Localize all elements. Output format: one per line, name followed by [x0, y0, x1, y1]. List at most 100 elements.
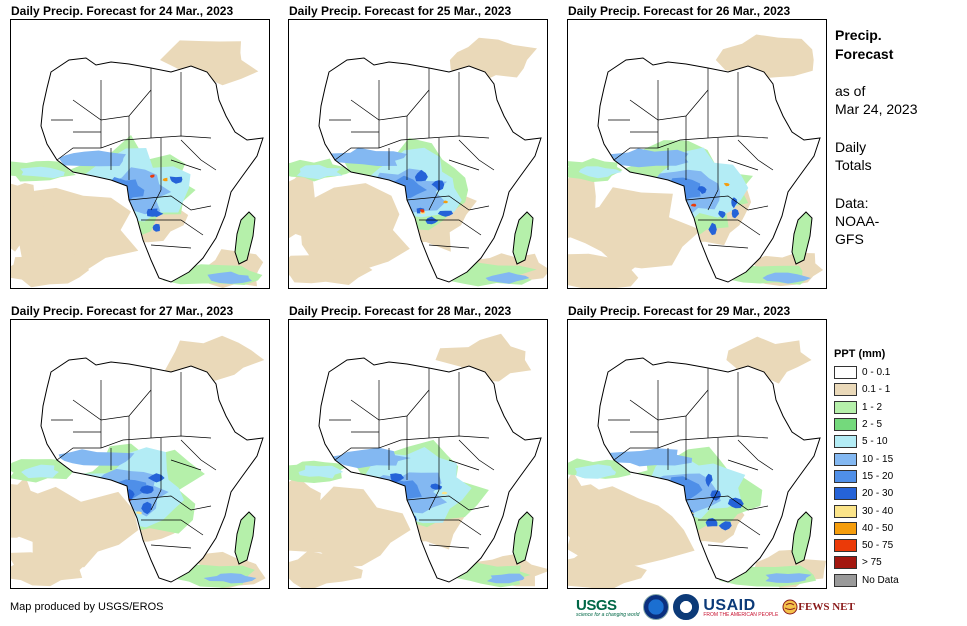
africa-map-svg	[568, 336, 826, 588]
dry-area-shape	[568, 172, 596, 238]
africa-coastline	[40, 57, 264, 283]
legend-swatch	[834, 452, 857, 466]
data-source-line: GFS	[835, 231, 864, 247]
madagascar-outline	[791, 511, 813, 565]
dry-area-shape	[11, 249, 90, 288]
precip-map	[567, 19, 827, 289]
dry-area-shape	[11, 183, 48, 252]
fews-net-logo: FEWS NET	[782, 599, 855, 615]
country-border	[458, 439, 495, 471]
dry-area-shape	[289, 478, 321, 552]
country-border	[707, 438, 719, 511]
west-africa-rain	[604, 448, 693, 467]
legend-label: No Data	[862, 574, 899, 586]
legend-swatch	[834, 469, 857, 483]
ppt-legend: PPT (mm) 0 - 0.1 0.1 - 1 1 - 2 2 - 5 5 - 10 1…	[834, 348, 954, 589]
as-of-label: as of	[835, 83, 866, 99]
rain-cell	[146, 208, 158, 217]
africa-coastline	[597, 357, 821, 583]
legend-item: 15 - 20	[834, 468, 954, 485]
intense-rain-cell	[114, 189, 120, 194]
country-border	[150, 438, 162, 511]
legend-item: 0.1 - 1	[834, 381, 954, 398]
country-border	[727, 159, 759, 171]
country-border	[458, 139, 495, 171]
country-border	[707, 244, 749, 249]
country-border	[428, 438, 440, 511]
legend-item: 0 - 0.1	[834, 364, 954, 381]
legend-item: 1 - 2	[834, 399, 954, 416]
legend-item: 40 - 50	[834, 520, 954, 537]
agency-logos: USGS science for a changing world USAID …	[576, 594, 855, 620]
legend-swatch	[834, 400, 857, 414]
south-ocean-rain-core	[486, 573, 525, 584]
fews-net-wordmark: FEWS NET	[798, 601, 855, 613]
map-panel-5: Daily Precip. Forecast for 28 Mar., 2023	[288, 303, 550, 589]
rain-cell	[414, 169, 428, 182]
country-border	[428, 544, 470, 549]
africa-coastline	[597, 57, 821, 283]
intense-rain-cell	[396, 492, 401, 496]
africa-coastline	[40, 357, 264, 583]
legend-swatch	[834, 366, 857, 380]
rain-cell	[731, 208, 740, 219]
intense-rain-cell	[671, 510, 676, 513]
west-africa-rain	[58, 449, 135, 466]
africa-coastline	[318, 357, 542, 583]
africa-map-svg	[11, 335, 266, 588]
dry-area-shape	[435, 333, 532, 382]
country-border	[72, 89, 152, 121]
rain-cell	[139, 485, 154, 494]
usaid-wordmark: USAID	[703, 596, 756, 614]
side-heading: Precip. Forecast	[835, 26, 960, 64]
panel-title: Daily Precip. Forecast for 29 Mar., 2023	[568, 304, 791, 318]
map-panel-1: Daily Precip. Forecast for 24 Mar., 2023	[10, 3, 272, 289]
africa-map-svg	[568, 34, 824, 288]
legend-label: 40 - 50	[862, 522, 894, 534]
south-ocean-rain-core	[207, 271, 252, 284]
country-border	[685, 495, 769, 511]
totals-label: Daily Totals	[835, 138, 960, 174]
noaa-seal-icon	[643, 594, 670, 620]
map-panel-6: Daily Precip. Forecast for 29 Mar., 2023	[567, 303, 829, 589]
africa-map-svg	[11, 40, 264, 288]
heading-line: Forecast	[835, 46, 894, 62]
legend-swatch	[834, 487, 857, 501]
country-border	[180, 139, 217, 171]
west-africa-rain	[322, 147, 407, 166]
rain-cell	[98, 187, 105, 197]
rain-cell	[727, 497, 744, 509]
country-border	[150, 138, 162, 211]
legend-item: 10 - 15	[834, 450, 954, 467]
intense-rain-cell	[723, 183, 730, 187]
country-border	[727, 459, 759, 471]
usgs-tagline: science for a changing world	[576, 611, 640, 618]
usaid-logo: USAID FROM THE AMERICAN PEOPLE	[703, 597, 778, 618]
country-border	[448, 459, 480, 471]
legend-label: 10 - 15	[862, 453, 894, 465]
rain-cell	[147, 473, 165, 483]
dry-area-shape	[289, 168, 320, 241]
legend-item: 5 - 10	[834, 433, 954, 450]
intense-rain-cell	[136, 511, 143, 515]
africa-map-svg	[289, 37, 547, 287]
africa-map-svg	[289, 333, 547, 588]
rain-cell	[705, 473, 713, 487]
country-border	[428, 138, 440, 211]
as-of-value: Mar 24, 2023	[835, 101, 918, 117]
rain-cell	[169, 176, 183, 184]
dry-area-shape	[160, 40, 259, 86]
rain-cell	[141, 501, 152, 515]
south-ocean-rain-core	[765, 573, 812, 583]
country-border	[128, 495, 212, 511]
south-ocean-rain-core	[203, 573, 257, 584]
legend-item: > 75	[834, 554, 954, 571]
precip-map	[288, 19, 548, 289]
country-border	[350, 389, 430, 421]
rain-cell	[390, 473, 405, 483]
precip-map	[567, 319, 827, 589]
intense-rain-cell	[150, 174, 155, 178]
map-panel-2: Daily Precip. Forecast for 25 Mar., 2023	[288, 3, 550, 289]
precip-map	[288, 319, 548, 589]
legend-swatch	[834, 435, 857, 449]
